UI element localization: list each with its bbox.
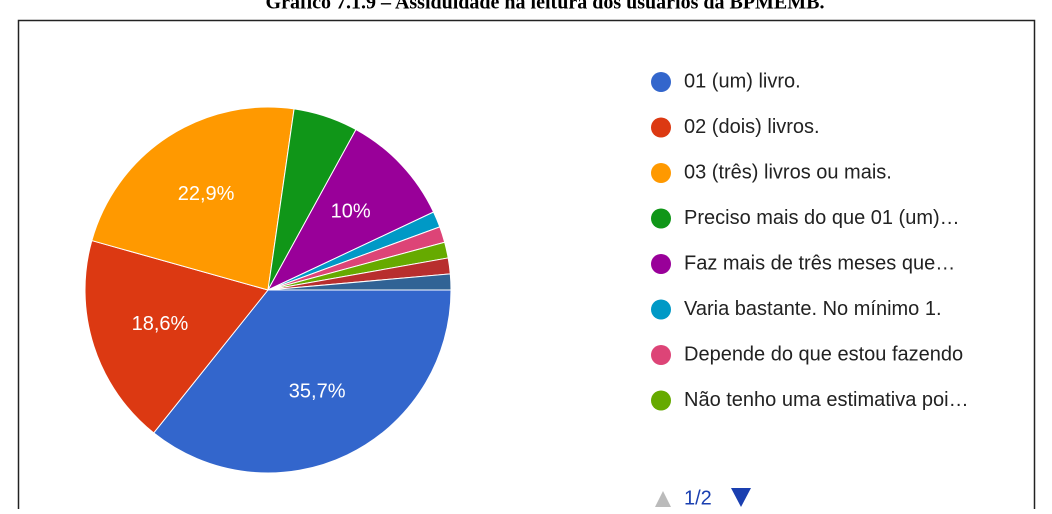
- data-label: 22,9%: [178, 183, 235, 205]
- legend-swatch: [651, 299, 671, 320]
- legend-swatch: [651, 345, 671, 365]
- legend-label: Faz mais de três meses que…: [684, 252, 955, 274]
- legend-swatch: [651, 390, 671, 411]
- legend: 01 (um) livro. 02 (dois) livros. 03 (três)…: [651, 70, 969, 411]
- legend-swatch: [651, 254, 671, 274]
- pie: 35,7% 18,6% 22,9% 10%: [84, 106, 452, 474]
- pie-slice: [91, 106, 295, 291]
- legend-label: Varia bastante. No mínimo 1.: [684, 298, 942, 320]
- legend-label: Depende do que estou fazendo: [684, 343, 963, 365]
- legend-label: 01 (um) livro.: [684, 70, 801, 92]
- chart-title: Gráfico 7.1.9 – Assiduidade na leitura d…: [266, 0, 825, 14]
- pie-slice: [84, 239, 269, 434]
- legend-swatch: [651, 72, 671, 92]
- pie-slice: [267, 273, 452, 291]
- data-label: 10%: [331, 201, 371, 223]
- pager-next[interactable]: [731, 488, 751, 507]
- legend-page: 1/2: [684, 487, 712, 509]
- data-label: 35,7%: [289, 381, 346, 403]
- legend-swatch: [651, 117, 671, 138]
- data-label: 18,6%: [132, 313, 189, 335]
- legend-label: Preciso mais do que 01 (um)…: [684, 207, 960, 229]
- pie-slice: [266, 128, 435, 292]
- legend-label: Não tenho uma estimativa poi…: [684, 389, 969, 411]
- pie-slice: [153, 289, 452, 474]
- legend-label: 02 (dois) livros.: [684, 116, 820, 138]
- legend-swatch: [651, 163, 671, 183]
- legend-swatch: [651, 208, 671, 229]
- pager-prev[interactable]: [655, 491, 671, 507]
- legend-label: 03 (três) livros ou mais.: [684, 161, 892, 183]
- frame: [17, 19, 1036, 514]
